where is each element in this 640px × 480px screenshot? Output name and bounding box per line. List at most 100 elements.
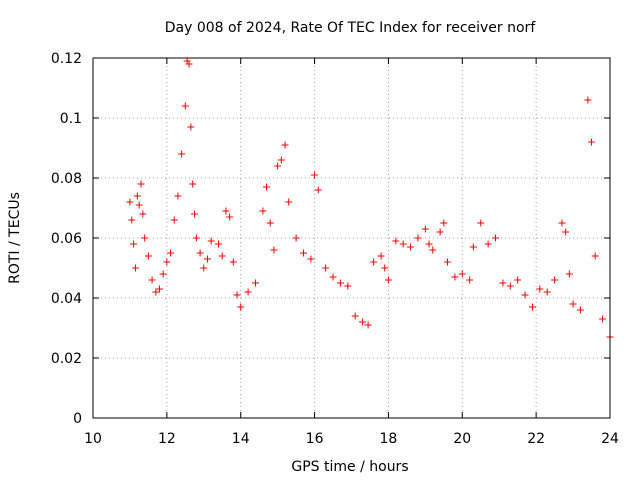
data-point <box>299 249 307 257</box>
data-point <box>440 219 448 227</box>
data-point <box>451 273 459 281</box>
data-point <box>444 258 452 266</box>
data-point <box>137 180 145 188</box>
x-tick-label: 16 <box>306 431 324 447</box>
data-point <box>588 138 596 146</box>
y-axis-label: ROTI / TECUs <box>7 192 23 284</box>
data-points <box>126 57 614 341</box>
data-point <box>189 180 197 188</box>
data-point <box>477 219 485 227</box>
data-point <box>599 315 607 323</box>
data-point <box>292 234 300 242</box>
data-point <box>414 234 422 242</box>
data-point <box>185 60 193 68</box>
data-point <box>591 252 599 260</box>
data-point <box>311 171 319 179</box>
data-point <box>259 207 267 215</box>
data-point <box>421 225 429 233</box>
data-point <box>543 288 551 296</box>
data-point <box>359 318 367 326</box>
y-tick-label: 0.02 <box>51 351 82 367</box>
data-point <box>551 276 559 284</box>
data-point <box>167 249 175 257</box>
data-point <box>364 321 372 329</box>
data-point <box>399 240 407 248</box>
data-point <box>576 306 584 314</box>
data-point <box>492 234 500 242</box>
data-point <box>178 150 186 158</box>
data-point <box>131 264 139 272</box>
data-point <box>152 288 160 296</box>
data-point <box>141 234 149 242</box>
data-point <box>170 216 178 224</box>
data-point <box>307 255 315 263</box>
data-point <box>521 291 529 299</box>
data-point <box>329 273 337 281</box>
data-point <box>133 192 141 200</box>
data-point <box>322 264 330 272</box>
data-point <box>425 240 433 248</box>
data-point <box>200 264 208 272</box>
data-point <box>499 279 507 287</box>
data-point <box>469 243 477 251</box>
data-point <box>181 102 189 110</box>
data-point <box>562 228 570 236</box>
axis-ticks: 10 12 14 16 18 20 22 24 0 0.02 0.04 0.06 0.08 0.1 0.12 <box>51 51 619 447</box>
data-point <box>377 252 385 260</box>
y-tick-label: 0.1 <box>60 111 82 127</box>
y-tick-label: 0.08 <box>51 171 82 187</box>
data-point <box>174 192 182 200</box>
data-point <box>429 246 437 254</box>
data-point <box>277 156 285 164</box>
data-point <box>281 141 289 149</box>
grid-lines <box>93 58 610 418</box>
data-point <box>196 249 204 257</box>
data-point <box>218 252 226 260</box>
data-point <box>203 255 211 263</box>
data-point <box>266 219 274 227</box>
x-tick-label: 22 <box>527 431 545 447</box>
data-point <box>163 258 171 266</box>
data-point <box>274 162 282 170</box>
x-tick-label: 14 <box>232 431 250 447</box>
data-point <box>370 258 378 266</box>
data-point <box>207 237 215 245</box>
x-axis-label: GPS time / hours <box>291 459 408 475</box>
data-point <box>139 210 147 218</box>
y-tick-label: 0 <box>73 411 82 427</box>
data-point <box>528 303 536 311</box>
data-point <box>222 207 230 215</box>
x-tick-label: 24 <box>601 431 619 447</box>
data-point <box>407 243 415 251</box>
data-point <box>237 303 245 311</box>
data-point <box>384 276 392 284</box>
data-point <box>233 291 241 299</box>
data-point <box>565 270 573 278</box>
data-point <box>229 258 237 266</box>
data-point <box>215 240 223 248</box>
data-point <box>263 183 271 191</box>
x-tick-label: 18 <box>380 431 398 447</box>
data-point <box>130 240 138 248</box>
x-tick-label: 12 <box>158 431 176 447</box>
x-tick-label: 10 <box>84 431 102 447</box>
data-point <box>569 300 577 308</box>
y-tick-label: 0.12 <box>51 51 82 67</box>
data-point <box>392 237 400 245</box>
x-tick-label: 20 <box>453 431 471 447</box>
data-point <box>126 198 134 206</box>
data-point <box>270 246 278 254</box>
data-point <box>458 270 466 278</box>
y-tick-label: 0.06 <box>51 231 82 247</box>
data-point <box>135 201 143 209</box>
data-point <box>251 279 259 287</box>
data-point <box>187 123 195 131</box>
data-point <box>351 312 359 320</box>
data-point <box>148 276 156 284</box>
data-point <box>466 276 474 284</box>
data-point <box>436 228 444 236</box>
y-tick-label: 0.04 <box>51 291 82 307</box>
data-point <box>155 285 163 293</box>
